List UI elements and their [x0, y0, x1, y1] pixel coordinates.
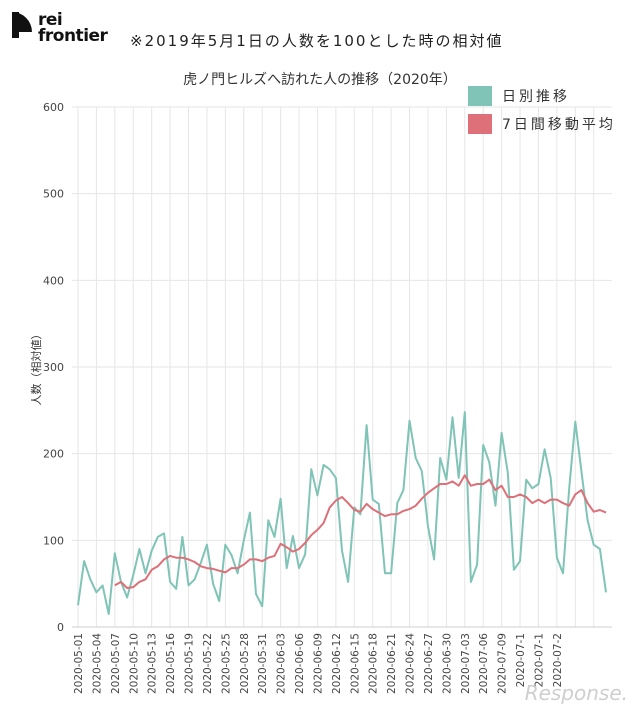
x-tick-label: 2020-06-21 — [386, 633, 398, 694]
y-tick-label: 400 — [43, 274, 64, 287]
x-tick-label: 2020-06-06 — [294, 633, 306, 694]
x-tick-label: 2020-06-12 — [331, 633, 343, 694]
series-line-ma7 — [114, 474, 607, 589]
x-tick-label: 2020-06-09 — [312, 633, 324, 694]
legend-swatch — [468, 86, 492, 106]
x-tick-label: 2020-06-03 — [276, 633, 288, 694]
x-tick-label: 2020-06-15 — [349, 633, 361, 694]
x-tick-label: 2020-05-16 — [165, 633, 177, 694]
x-tick-label: 2020-07-06 — [478, 633, 490, 694]
y-tick-label: 100 — [43, 534, 64, 547]
x-tick-label: 2020-07-1 — [533, 633, 545, 687]
y-tick-label: 300 — [43, 361, 64, 374]
x-tick-label: 2020-05-31 — [257, 633, 269, 694]
series-line-daily — [77, 411, 607, 615]
logo-text: rei frontier — [38, 10, 108, 46]
y-tick-label: 500 — [43, 188, 64, 201]
chart-title: 虎ノ門ヒルズへ訪れた人の推移（2020年） — [183, 72, 457, 88]
legend-label: 7日間移動平均 — [502, 117, 616, 133]
x-tick-label: 2020-06-30 — [441, 633, 453, 694]
x-tick-label: 2020-06-18 — [368, 633, 380, 694]
chart-subtitle: ※2019年5月1日の人数を100とした時の相対値 — [130, 32, 504, 50]
x-tick-label: 2020-07-1 — [515, 633, 527, 687]
x-tick-label: 2020-05-04 — [91, 633, 103, 694]
x-tick-label: 2020-07-2 — [552, 633, 564, 687]
x-tick-label: 2020-05-10 — [128, 633, 140, 694]
x-tick-label: 2020-07-03 — [460, 633, 472, 694]
x-tick-label: 2020-06-24 — [405, 633, 417, 694]
watermark: Response. — [524, 681, 628, 705]
y-axis-label: 人数（相対値） — [29, 329, 43, 406]
y-tick-label: 200 — [43, 448, 64, 461]
x-tick-label: 2020-05-22 — [202, 633, 214, 694]
x-tick-label: 2020-05-13 — [147, 633, 159, 694]
x-tick-label: 2020-05-01 — [73, 633, 85, 694]
logo-mark-icon — [10, 8, 36, 38]
y-tick-label: 600 — [43, 101, 64, 114]
x-tick-label: 2020-05-25 — [220, 633, 232, 694]
x-tick-label: 2020-05-19 — [184, 633, 196, 694]
brand-logo: rei frontier — [10, 8, 108, 46]
x-tick-label: 2020-07-09 — [497, 633, 509, 694]
x-tick-label: 2020-05-28 — [239, 633, 251, 694]
x-tick-label: 2020-05-07 — [110, 633, 122, 694]
legend-label: 日別推移 — [502, 89, 570, 105]
legend-swatch — [468, 114, 492, 134]
y-tick-label: 0 — [57, 621, 64, 634]
x-tick-label: 2020-06-27 — [423, 633, 435, 694]
